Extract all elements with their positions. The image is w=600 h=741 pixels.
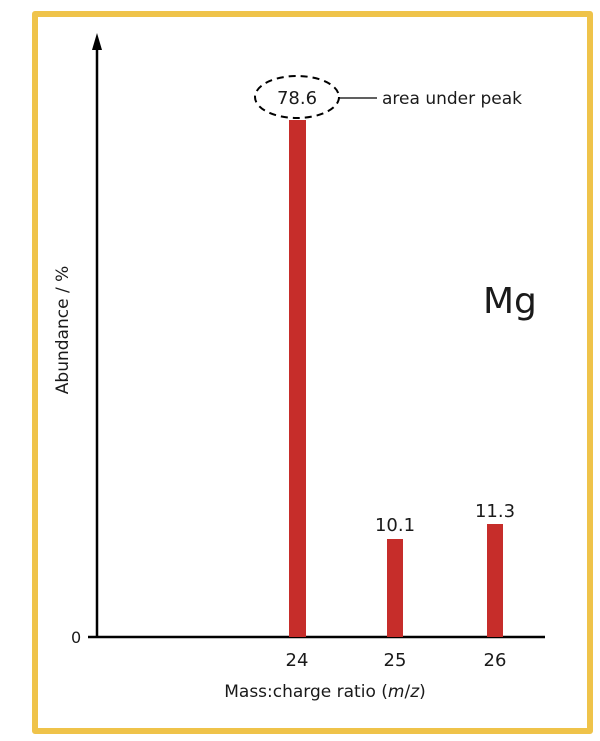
element-label: Mg xyxy=(483,281,537,322)
bar-25 xyxy=(387,539,403,637)
x-axis-label-suffix: ) xyxy=(419,682,426,702)
bar-26 xyxy=(487,524,503,637)
x-axis-label: Mass:charge ratio (m/z) xyxy=(224,682,426,702)
y-tick-label: 0 xyxy=(71,628,81,647)
x-axis-label-m: m xyxy=(388,682,405,702)
x-tick-label-24: 24 xyxy=(286,650,309,671)
x-axis-label-z: z xyxy=(409,682,420,702)
x-axis-label-prefix: Mass:charge ratio ( xyxy=(224,682,388,702)
dashed-ellipse-highlight xyxy=(254,75,340,119)
x-axis-label-slash: / xyxy=(404,682,410,702)
bar-value-label-25: 10.1 xyxy=(375,515,415,536)
annotation-text: area under peak xyxy=(382,89,522,109)
bar-value-label-26: 11.3 xyxy=(475,501,515,522)
bar-value-label-24: 78.6 xyxy=(277,88,317,109)
y-axis-arrow-icon xyxy=(92,33,102,50)
x-tick-label-26: 26 xyxy=(484,650,507,671)
y-axis-label: Abundance / % xyxy=(53,266,73,394)
x-tick-label-25: 25 xyxy=(384,650,407,671)
bar-24 xyxy=(289,120,306,637)
